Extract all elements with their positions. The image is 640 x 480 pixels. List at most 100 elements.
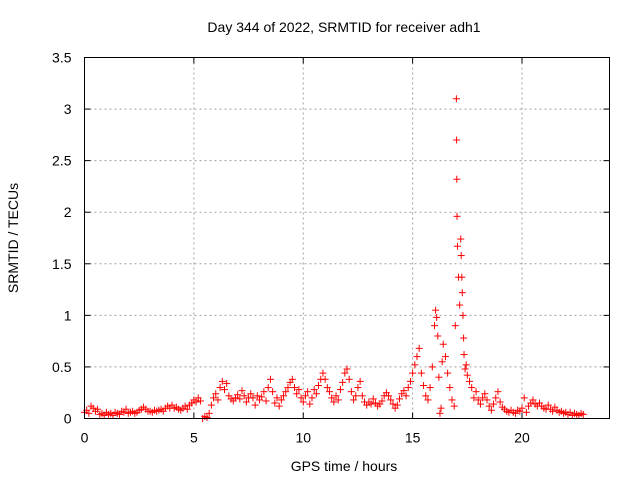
- data-point: [205, 409, 213, 417]
- data-point: [203, 413, 211, 421]
- data-point: [308, 394, 316, 402]
- data-point: [218, 377, 226, 385]
- data-point: [396, 395, 403, 403]
- data-point: [402, 392, 410, 400]
- data-point: [238, 387, 246, 395]
- data-point: [462, 361, 470, 369]
- data-point: [438, 358, 446, 366]
- data-point: [339, 378, 347, 386]
- data-point: [247, 390, 255, 398]
- data-point: [457, 235, 465, 243]
- data-point: [288, 375, 296, 383]
- data-point: [389, 400, 397, 408]
- data-point: [319, 369, 327, 377]
- data-point: [453, 175, 461, 183]
- data-point: [494, 388, 502, 396]
- data-point: [417, 369, 425, 377]
- data-point: [332, 392, 340, 400]
- data-point: [460, 351, 468, 359]
- data-point: [496, 398, 504, 406]
- data-point: [450, 402, 458, 410]
- data-point: [474, 396, 482, 404]
- data-point: [262, 397, 270, 405]
- data-point: [310, 386, 318, 394]
- y-tick-label: 1: [64, 307, 72, 323]
- data-point: [334, 396, 342, 404]
- data-point: [436, 409, 444, 417]
- data-point: [437, 404, 445, 412]
- y-tick-label: 0: [64, 411, 72, 427]
- data-point: [271, 399, 279, 407]
- data-point: [234, 391, 242, 399]
- x-tick-label: 10: [295, 430, 311, 446]
- data-point: [295, 386, 303, 394]
- data-point: [216, 384, 224, 392]
- data-point: [453, 136, 461, 144]
- data-point: [94, 405, 102, 413]
- data-point: [490, 400, 498, 408]
- data-point: [330, 398, 338, 406]
- data-point: [341, 369, 349, 377]
- data-point: [452, 95, 460, 103]
- data-point: [258, 393, 266, 401]
- data-point: [432, 306, 440, 314]
- data-point: [273, 394, 281, 402]
- data-point: [312, 390, 320, 398]
- data-point: [210, 394, 218, 402]
- data-point: [458, 273, 466, 281]
- data-point: [463, 371, 471, 379]
- data-point: [282, 388, 290, 396]
- tick-labels: 0 5 10 15 20 0 0.5 1 1.5 2 2.5 3 3.5: [52, 50, 530, 446]
- data-point: [456, 301, 464, 309]
- y-axis-label: SRMTID / TECUs: [5, 183, 21, 293]
- data-point: [212, 390, 220, 398]
- data-point: [458, 289, 466, 297]
- data-point: [336, 386, 344, 394]
- y-tick-label: 2: [64, 204, 72, 220]
- data-point: [240, 392, 248, 400]
- data-point: [451, 322, 459, 330]
- data-point: [192, 398, 200, 406]
- data-point: [520, 394, 528, 402]
- data-point: [323, 384, 331, 392]
- data-point: [260, 388, 268, 396]
- data-point: [369, 395, 377, 403]
- data-point: [196, 397, 204, 405]
- data-point: [457, 252, 465, 260]
- x-tick-label: 0: [81, 430, 89, 446]
- data-point: [293, 390, 301, 398]
- data-point: [485, 402, 493, 410]
- x-axis-label: GPS time / hours: [291, 458, 398, 474]
- data-point: [321, 375, 329, 383]
- data-point: [481, 390, 489, 398]
- grid: [84, 57, 610, 419]
- data-point: [544, 401, 552, 409]
- data-point: [476, 400, 484, 408]
- data-point: [404, 384, 412, 392]
- data-point: [549, 407, 557, 415]
- data-point: [297, 394, 305, 402]
- x-tick-label: 15: [405, 430, 421, 446]
- data-point: [433, 313, 441, 321]
- data-point: [275, 402, 283, 410]
- data-point: [315, 381, 323, 389]
- data-point: [326, 388, 333, 396]
- data-point: [444, 369, 452, 377]
- data-point: [446, 384, 454, 392]
- data-point: [420, 381, 428, 389]
- data-point: [85, 409, 93, 417]
- data-point: [518, 404, 526, 412]
- data-point: [367, 400, 375, 408]
- y-tick-label: 0.5: [52, 359, 72, 375]
- plot-frame: [84, 57, 610, 419]
- data-point: [434, 332, 442, 340]
- data-point: [439, 340, 447, 348]
- x-tick-label: 20: [514, 430, 530, 446]
- data-point: [249, 394, 257, 402]
- data-point: [350, 396, 358, 404]
- data-point: [345, 375, 353, 383]
- data-point: [393, 401, 401, 409]
- data-points: [81, 95, 587, 422]
- y-tick-label: 3.5: [52, 50, 72, 66]
